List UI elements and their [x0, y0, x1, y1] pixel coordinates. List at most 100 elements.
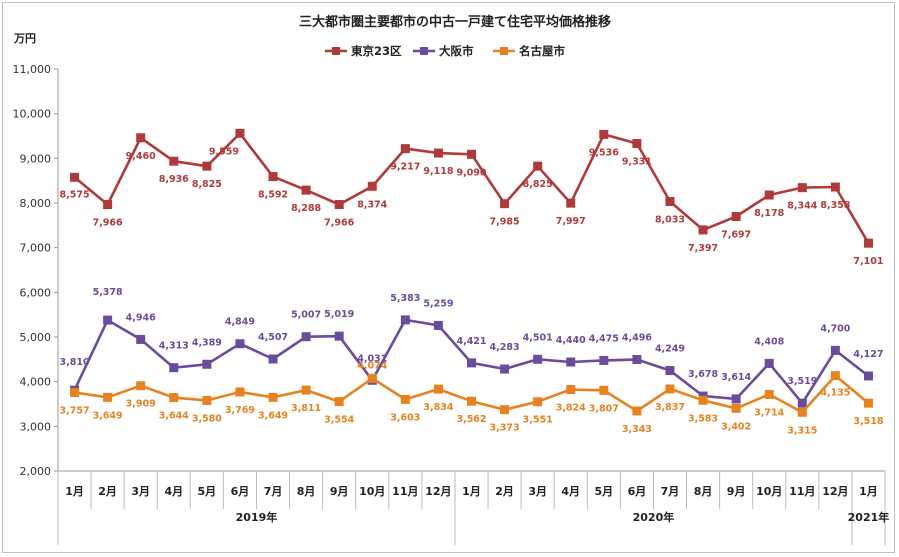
data-point	[334, 331, 344, 341]
data-label: 8,592	[258, 190, 288, 201]
data-label: 8,825	[192, 179, 222, 190]
data-point	[467, 358, 476, 368]
data-point	[202, 161, 212, 171]
data-label: 9,217	[390, 162, 420, 173]
data-point	[632, 355, 642, 365]
data-point	[830, 345, 840, 355]
data-point	[731, 403, 741, 413]
y-tick-label: 2,000	[20, 465, 52, 478]
data-label: 8,358	[820, 200, 850, 211]
data-label: 3,824	[556, 403, 586, 414]
x-tick-label: 3月	[131, 485, 150, 498]
data-point	[533, 354, 543, 364]
x-tick-label: 8月	[694, 485, 713, 498]
data-label: 3,519	[787, 376, 817, 387]
data-point	[698, 225, 708, 235]
x-tick-label: 6月	[231, 485, 250, 498]
y-tick-label: 10,000	[13, 108, 52, 121]
legend-label: 名古屋市	[519, 44, 565, 58]
data-point	[301, 185, 311, 195]
data-label: 4,249	[655, 344, 685, 355]
data-point	[202, 359, 212, 369]
data-point	[665, 366, 675, 376]
x-tick-label: 2月	[495, 485, 514, 498]
data-point	[830, 371, 840, 381]
data-label: 4,074	[357, 360, 387, 371]
data-point	[334, 200, 344, 210]
data-label: 8,374	[357, 199, 387, 210]
data-point	[500, 199, 510, 209]
data-label: 7,101	[853, 256, 883, 267]
data-point	[566, 357, 576, 367]
data-point	[500, 364, 510, 374]
data-point	[665, 197, 675, 207]
data-point	[731, 212, 741, 222]
data-point	[202, 395, 212, 405]
x-tick-label: 7月	[661, 485, 680, 498]
data-label: 3,603	[390, 412, 420, 423]
data-label: 7,997	[556, 216, 586, 227]
x-tick-label: 10月	[756, 485, 782, 498]
data-label: 3,837	[655, 402, 685, 413]
data-label: 3,909	[126, 399, 156, 410]
y-tick-label: 11,000	[13, 63, 52, 76]
x-tick-label: 6月	[628, 485, 647, 498]
series-2: 3,810 5,378 4,946 4,313 4,3894,8494,5075,007…	[60, 287, 883, 408]
data-point	[334, 397, 344, 407]
data-label: 3,757	[60, 406, 90, 417]
data-label: 3,614	[721, 372, 751, 383]
data-label: 7,966	[93, 218, 123, 229]
data-point	[599, 385, 609, 395]
data-label: 9,460	[126, 151, 156, 162]
data-label: 4,475	[589, 333, 619, 344]
x-tick-label: 8月	[297, 485, 316, 498]
data-label: 8,936	[159, 174, 189, 185]
x-tick-label: 9月	[330, 485, 349, 498]
data-label: 9,090	[456, 167, 486, 178]
data-point	[599, 129, 609, 139]
data-point	[467, 396, 476, 406]
data-label: 3,810	[60, 357, 90, 368]
x-tick-label: 11月	[789, 485, 815, 498]
data-point	[863, 371, 873, 381]
data-label: 3,834	[423, 402, 453, 413]
data-point	[235, 128, 245, 138]
data-label: 4,946	[126, 312, 156, 323]
data-label: 4,496	[622, 333, 652, 344]
x-tick-label: 12月	[822, 485, 848, 498]
data-label: 7,985	[490, 217, 520, 228]
x-tick-label: 5月	[198, 485, 217, 498]
y-tick-label: 4,000	[20, 376, 52, 389]
data-label: 4,501	[523, 332, 553, 343]
data-point	[169, 156, 179, 166]
data-label: 3,554	[324, 415, 354, 426]
data-point	[797, 398, 807, 408]
data-label: 4,408	[754, 336, 784, 347]
data-label: 3,373	[490, 423, 520, 434]
data-point	[136, 334, 146, 344]
x-tick-label: 3月	[528, 485, 547, 498]
data-point	[797, 183, 807, 193]
year-label: 2021年	[848, 510, 890, 524]
x-tick-label: 5月	[594, 485, 613, 498]
data-point	[467, 149, 476, 159]
data-label: 3,649	[258, 410, 288, 421]
data-point	[764, 190, 774, 200]
data-label: 8,344	[787, 201, 817, 212]
data-label: 5,007	[291, 310, 321, 321]
data-label: 4,389	[192, 337, 222, 348]
data-point	[103, 392, 113, 402]
data-label: 3,644	[159, 411, 189, 422]
data-point	[169, 393, 179, 403]
data-point	[268, 354, 278, 364]
data-label: 9,118	[423, 166, 453, 177]
y-tick-label: 9,000	[20, 152, 52, 165]
y-tick-label: 8,000	[20, 197, 52, 210]
data-label: 8,575	[60, 189, 90, 200]
data-label: 8,033	[655, 215, 685, 226]
data-label: 4,283	[490, 342, 520, 353]
data-point	[268, 172, 278, 182]
